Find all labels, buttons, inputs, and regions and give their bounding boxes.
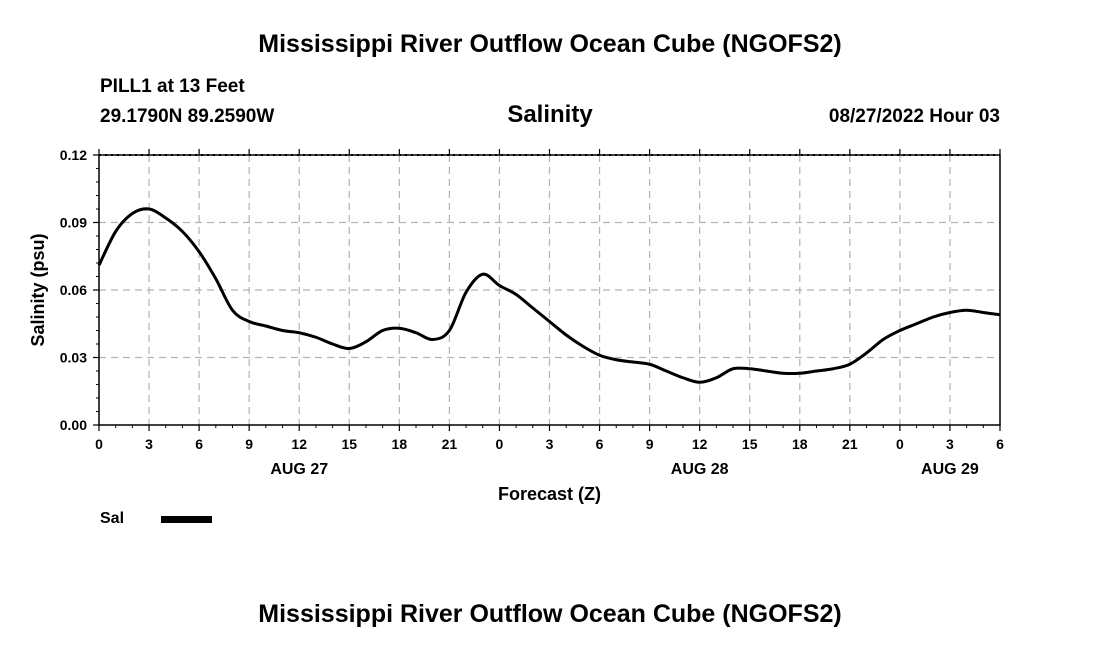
x-tick-label: 3 (145, 436, 153, 452)
x-tick-label: 0 (896, 436, 904, 452)
series-layer (97, 207, 1001, 384)
x-tick-label: 15 (341, 436, 357, 452)
station-coordinates: 29.1790N 89.2590W (100, 106, 275, 127)
y-axis-label: Salinity (psu) (28, 233, 48, 346)
y-tick-label: 0.06 (60, 282, 87, 298)
date-label: AUG 28 (671, 461, 729, 478)
series-line-sal (97, 207, 1001, 384)
y-tick-label: 0.12 (60, 147, 87, 163)
chart-grid (99, 154, 1000, 425)
x-tick-label: 18 (792, 436, 808, 452)
x-tick-label: 21 (842, 436, 858, 452)
chart-title: Mississippi River Outflow Ocean Cube (NG… (258, 30, 842, 58)
forecast-datetime: 08/27/2022 Hour 03 (828, 106, 1000, 127)
x-tick-label: 15 (742, 436, 758, 452)
y-axis: 0.00 0.03 0.06 0.09 0.12 (60, 147, 99, 433)
date-label: AUG 29 (921, 461, 979, 478)
x-tick-label: 0 (496, 436, 504, 452)
x-axis-label: Forecast (Z) (498, 484, 601, 504)
x-tick-label: 21 (442, 436, 458, 452)
x-tick-label: 3 (546, 436, 554, 452)
x-tick-label: 12 (291, 436, 307, 452)
x-tick-label: 12 (692, 436, 708, 452)
x-tick-label: 18 (392, 436, 408, 452)
x-tick-label: 9 (646, 436, 654, 452)
y-tick-label: 0.03 (60, 350, 87, 366)
date-label: AUG 27 (270, 461, 328, 478)
footer-title: Mississippi River Outflow Ocean Cube (NG… (258, 600, 842, 628)
x-tick-label: 6 (596, 436, 604, 452)
chart-subtitle: Salinity (507, 101, 593, 128)
station-label: PILL1 at 13 Feet (100, 76, 245, 97)
x-tick-label: 0 (95, 436, 103, 452)
x-tick-label: 9 (245, 436, 253, 452)
x-tick-label: 6 (195, 436, 203, 452)
x-axis: 0 3 6 9 12 15 18 21 0 3 6 9 12 15 18 21 0 3 6 AUG 27 AUG 28 A… (95, 149, 1004, 478)
legend-swatch (161, 516, 212, 523)
x-tick-label: 3 (946, 436, 954, 452)
x-tick-label: 6 (996, 436, 1004, 452)
y-tick-label: 0.09 (60, 215, 87, 231)
legend-label: Sal (100, 510, 125, 527)
y-tick-label: 0.00 (60, 417, 87, 433)
